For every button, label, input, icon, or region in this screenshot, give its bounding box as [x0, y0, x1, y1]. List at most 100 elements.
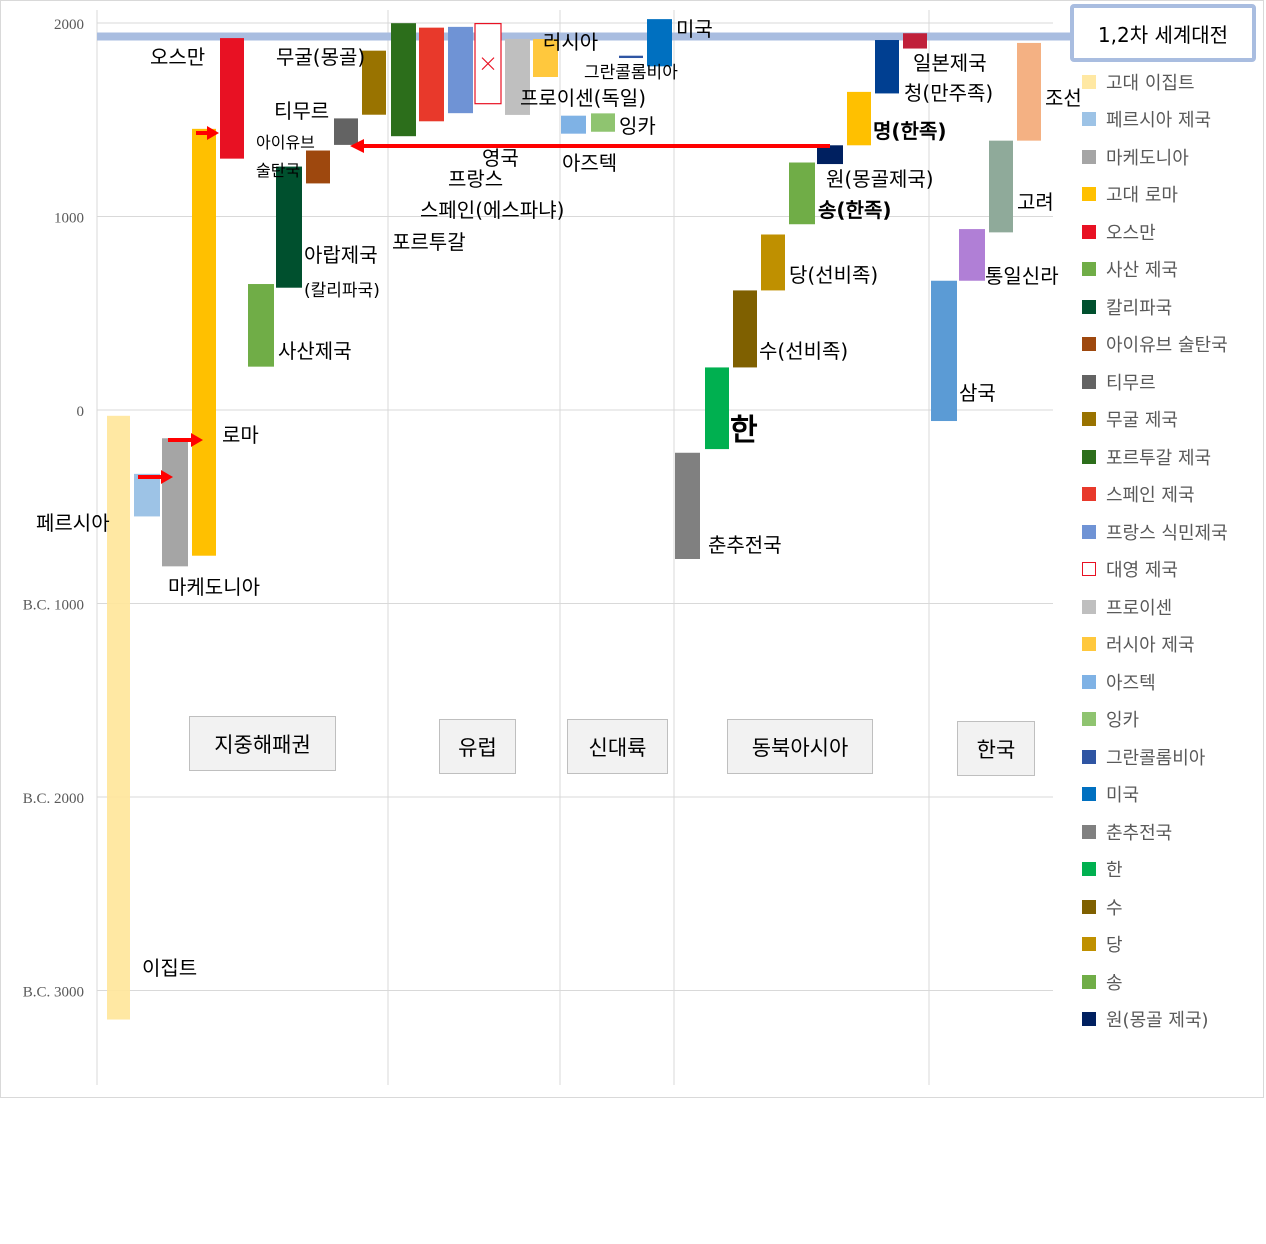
label-페르시아 제국: 페르시아: [36, 511, 110, 535]
region-new-world: 신대륙: [567, 719, 668, 774]
label-원(몽골 제국): 원(몽골제국): [826, 167, 934, 191]
bar-삼국: [931, 280, 957, 422]
legend-label: 아즈텍: [1106, 672, 1156, 694]
legend-item: 그란콜롬비아: [1082, 738, 1262, 776]
label-수: 수(선비족): [759, 339, 848, 363]
y-axis-ticks: 2000 1000 0 B.C. 1000 B.C. 2000 B.C. 3000: [23, 17, 84, 1001]
legend-swatch: [1082, 224, 1096, 239]
label-송: 송(한족): [818, 198, 891, 222]
label-조선: 조선: [1045, 86, 1082, 110]
label-미국: 미국: [676, 17, 713, 41]
legend-swatch: [1082, 412, 1096, 427]
label-명(한족): 명(한족): [873, 119, 946, 143]
legend-item: 수: [1082, 888, 1262, 926]
legend-label: 아이유브 술탄국: [1106, 335, 1228, 357]
legend-label: 러시아 제국: [1106, 635, 1195, 657]
legend-item: 고대 이집트: [1082, 63, 1262, 101]
legend-label: 포르투갈 제국: [1106, 447, 1212, 469]
label-무굴 제국: 무굴(몽골): [276, 45, 365, 69]
legend-label: 프랑스 식민제국: [1106, 522, 1228, 544]
label-고대 로마: 로마: [222, 423, 259, 447]
world-war-callout: 1,2차 세계대전: [1070, 4, 1256, 62]
label-청(만주족): 청(만주족): [904, 81, 993, 105]
bar-청(만주족): [875, 40, 899, 94]
legend-label: 그란콜롬비아: [1106, 747, 1206, 769]
bar-티무르: [334, 118, 358, 145]
legend-item: 마케도니아: [1082, 138, 1262, 176]
y-tick-label: 0: [77, 404, 85, 420]
label-포르투갈 제국: 포르투갈: [392, 230, 466, 254]
legend-swatch: [1082, 449, 1096, 464]
bar-아이유브 술탄국: [306, 150, 330, 184]
label-프랑스 식민제국: 프랑스: [448, 167, 503, 191]
label-칼리파국: 아랍제국: [304, 243, 378, 267]
legend-swatch: [1082, 824, 1096, 839]
legend-swatch: [1082, 599, 1096, 614]
label-러시아 제국: 러시아: [543, 30, 598, 54]
arrowhead: [161, 470, 173, 484]
bar-송: [789, 162, 815, 225]
legend-item: 춘추전국: [1082, 813, 1262, 851]
y-tick-label: B.C. 3000: [23, 985, 84, 1001]
y-tick-label: 2000: [54, 17, 84, 33]
legend-label: 티무르: [1106, 372, 1156, 394]
legend-label: 고대 로마: [1106, 185, 1178, 207]
legend-label: 무굴 제국: [1106, 410, 1178, 432]
label-오스만: 오스만: [150, 45, 205, 69]
arrows: [138, 126, 830, 484]
legend-swatch: [1082, 674, 1096, 689]
region-europe: 유럽: [439, 719, 516, 774]
legend-swatch: [1082, 562, 1096, 577]
bar-미국: [647, 19, 672, 67]
legend-swatch: [1082, 524, 1096, 539]
legend-swatch: [1082, 749, 1096, 764]
bar-원(몽골 제국): [817, 145, 843, 165]
legend-item: 고대 로마: [1082, 176, 1262, 214]
legend-label: 스페인 제국: [1106, 485, 1195, 507]
legend-swatch: [1082, 487, 1096, 502]
label-당: 당(선비족): [789, 263, 878, 287]
legend-item: 한: [1082, 851, 1262, 889]
label-마케도니아: 마케도니아: [168, 575, 260, 599]
legend: 고대 이집트 페르시아 제국 마케도니아 고대 로마 오스만 사산 제국 칼리파국 아이유브 …: [1082, 63, 1262, 1038]
legend-item: 칼리파국: [1082, 288, 1262, 326]
bar-페르시아 제국: [134, 473, 160, 517]
legend-label: 고대 이집트: [1106, 72, 1195, 94]
label-사산 제국: 사산제국: [278, 339, 352, 363]
legend-label: 대영 제국: [1106, 560, 1178, 582]
gridlines: [97, 22, 1053, 991]
bar-사산 제국: [248, 284, 274, 367]
legend-label: 수: [1106, 897, 1123, 919]
bar-고려: [989, 140, 1013, 233]
legend-swatch: [1082, 862, 1096, 877]
y-tick-label: 1000: [54, 211, 84, 227]
legend-swatch: [1082, 299, 1096, 314]
legend-label: 칼리파국: [1106, 297, 1173, 319]
legend-label: 당: [1106, 935, 1123, 957]
y-tick-label: B.C. 1000: [23, 598, 84, 614]
legend-swatch: [1082, 187, 1096, 202]
label-한: 한: [730, 413, 758, 448]
timeline-chart: 2000 1000 0 B.C. 1000 B.C. 2000 B.C. 3000 이집트…: [23, 10, 1082, 1085]
label2-아이유브 술탄국: 술탄국: [256, 161, 300, 180]
legend-label: 마케도니아: [1106, 147, 1189, 169]
region-northeast-asia: 동북아시아: [727, 719, 873, 774]
y-tick-label: B.C. 2000: [23, 791, 84, 807]
legend-swatch: [1082, 937, 1096, 952]
label-고대 이집트: 이집트: [142, 956, 197, 980]
bar-프로이센: [505, 38, 530, 115]
region-korea: 한국: [957, 721, 1035, 776]
bar-오스만: [220, 38, 244, 159]
legend-label: 오스만: [1106, 222, 1156, 244]
label-아이유브 술탄국: 아이유브: [256, 133, 315, 152]
label-통일신라: 통일신라: [985, 264, 1059, 288]
legend-swatch: [1082, 1012, 1096, 1027]
legend-label: 미국: [1106, 785, 1140, 807]
legend-label: 한: [1106, 860, 1123, 882]
legend-item: 러시아 제국: [1082, 626, 1262, 664]
bars: [107, 19, 1041, 1020]
label-삼국: 삼국: [959, 381, 996, 405]
legend-swatch: [1082, 374, 1096, 389]
legend-item: 아이유브 술탄국: [1082, 326, 1262, 364]
